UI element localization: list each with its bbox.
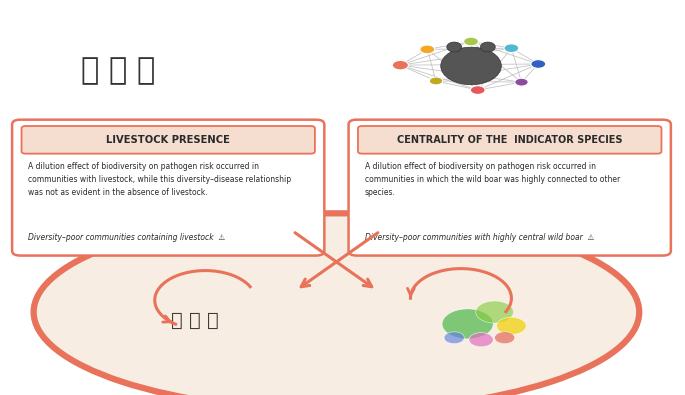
FancyBboxPatch shape: [12, 120, 324, 256]
Text: Diversity–poor communities containing livestock  ⚠: Diversity–poor communities containing li…: [28, 233, 225, 242]
Circle shape: [495, 332, 514, 344]
Circle shape: [514, 78, 528, 86]
Circle shape: [442, 309, 493, 339]
Text: A dilution effect of biodiversity on pathogen risk occurred in
communities in wh: A dilution effect of biodiversity on pat…: [364, 162, 620, 197]
Circle shape: [464, 37, 478, 46]
Circle shape: [504, 44, 519, 53]
Ellipse shape: [440, 47, 501, 85]
Text: 🦌 🐗 🦊: 🦌 🐗 🦊: [171, 310, 219, 329]
Circle shape: [420, 45, 435, 54]
FancyBboxPatch shape: [358, 126, 662, 154]
Circle shape: [444, 332, 464, 344]
Ellipse shape: [34, 213, 639, 395]
Circle shape: [393, 60, 408, 70]
FancyBboxPatch shape: [349, 120, 671, 256]
Ellipse shape: [480, 42, 495, 52]
Text: 🐄 🐐 🐑: 🐄 🐐 🐑: [81, 56, 155, 86]
Circle shape: [429, 77, 443, 85]
Text: LIVESTOCK PRESENCE: LIVESTOCK PRESENCE: [106, 135, 230, 145]
FancyBboxPatch shape: [21, 126, 315, 154]
Ellipse shape: [447, 42, 462, 52]
Text: A dilution effect of biodiversity on pathogen risk occurred in
communities with : A dilution effect of biodiversity on pat…: [28, 162, 291, 197]
Circle shape: [497, 317, 526, 335]
Text: CENTRALITY OF THE  INDICATOR SPECIES: CENTRALITY OF THE INDICATOR SPECIES: [397, 135, 623, 145]
Circle shape: [471, 86, 485, 94]
Circle shape: [469, 333, 493, 347]
Circle shape: [476, 301, 514, 323]
Text: Diversity–poor communities with highly central wild boar  ⚠: Diversity–poor communities with highly c…: [364, 233, 594, 242]
Circle shape: [531, 60, 546, 68]
